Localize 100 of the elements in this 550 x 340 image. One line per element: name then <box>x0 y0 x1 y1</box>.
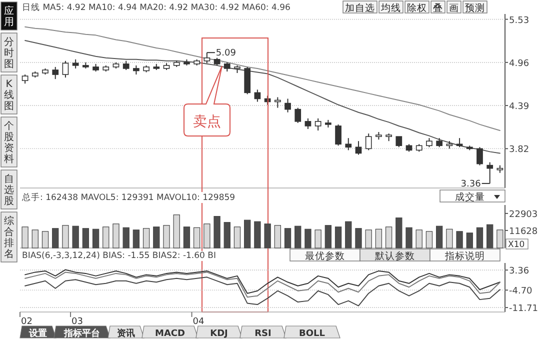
bar <box>72 226 79 248</box>
y-tick-label: -11.71 <box>509 304 538 314</box>
text: 设置 <box>28 328 47 339</box>
bar <box>436 226 443 248</box>
text: BOLL <box>299 329 326 339</box>
candlestick <box>355 140 362 156</box>
bar <box>163 225 170 248</box>
bar <box>345 221 352 248</box>
x-tick-label: 04 <box>192 317 204 327</box>
bar <box>406 227 412 248</box>
candlestick <box>22 74 28 84</box>
candlestick <box>62 60 69 78</box>
text: 最优参数 <box>305 250 345 262</box>
y-tick-label: 4.96 <box>509 58 530 69</box>
annotation: 卖点 <box>193 114 221 130</box>
candlestick <box>122 60 130 70</box>
annotation: 除权 <box>407 2 427 14</box>
bar <box>204 224 210 248</box>
candlestick <box>345 138 352 151</box>
bar <box>284 228 292 248</box>
bar <box>456 231 463 248</box>
y-tick-label: 3.36 <box>509 266 530 277</box>
y-tick-label: 22903 <box>509 210 538 220</box>
candlestick <box>254 89 261 102</box>
bar <box>264 224 271 248</box>
text: MACD <box>155 329 185 339</box>
y-tick-label: 11628 <box>509 226 538 237</box>
bar <box>294 226 302 248</box>
candlestick <box>294 107 302 124</box>
line-series <box>24 269 500 294</box>
annotation: 均线 <box>380 2 401 14</box>
bar <box>193 227 200 248</box>
bar <box>224 222 230 248</box>
bar <box>234 226 241 248</box>
text: 成交量 <box>455 191 485 203</box>
candlestick <box>133 64 140 76</box>
line-series <box>24 26 500 131</box>
bar <box>334 226 342 248</box>
y-tick-label: 4.39 <box>509 102 530 112</box>
candlestick <box>314 118 322 132</box>
y-tick-label: 5.53 <box>509 16 530 26</box>
y-tick-label: -4.70 <box>509 286 533 297</box>
bar <box>62 225 69 248</box>
chart-title: 总手: 162438 MAVOL5: 129391 MAVOL10: 129859 <box>21 192 236 203</box>
text: 个股资料 <box>4 120 14 165</box>
candlestick <box>365 133 372 151</box>
text: 指标说明 <box>444 250 485 262</box>
y-tick-label: 3.82 <box>509 145 530 156</box>
text: K线图 <box>4 79 14 112</box>
candlestick <box>274 96 281 108</box>
bar <box>324 225 332 248</box>
candlestick <box>224 62 230 72</box>
bar <box>274 225 281 248</box>
bar <box>142 228 150 248</box>
bar <box>92 228 100 248</box>
annotation: 叠 <box>433 3 443 14</box>
text: KDJ <box>210 329 228 339</box>
bar <box>82 228 90 248</box>
annotation: 加自选 <box>345 2 375 14</box>
candlestick <box>284 98 291 113</box>
text: 默认参数 <box>374 250 415 262</box>
bar <box>42 231 49 248</box>
candlestick <box>456 138 463 148</box>
x-tick-label: 03 <box>72 317 83 327</box>
bar <box>446 228 453 248</box>
bar <box>304 228 312 248</box>
line-series <box>24 272 500 298</box>
candlestick <box>396 136 402 148</box>
bar <box>254 221 261 248</box>
chart-title: BIAS(6,-3,3,12,24) BIAS: -1.55 BIAS2: -1.60 BI <box>22 251 216 261</box>
bar <box>22 226 28 248</box>
annotation: 预测 <box>465 2 485 14</box>
text: 资讯 <box>117 328 135 339</box>
candlestick <box>476 146 483 166</box>
annotation: 画 <box>449 3 459 14</box>
chart-title: 日线 MA5: 4.92 MA10: 4.94 MA20: 4.92 MA30: 4.92 MA60: 4.96 <box>22 2 290 13</box>
bar <box>112 224 120 248</box>
bar <box>486 224 494 248</box>
text: RSI <box>254 329 272 339</box>
bar <box>183 226 190 248</box>
bar <box>122 227 130 248</box>
candlestick <box>72 58 79 69</box>
bar <box>476 227 484 248</box>
candlestick <box>426 138 432 148</box>
bar <box>466 232 473 248</box>
candlestick <box>52 66 59 80</box>
bar <box>244 220 251 248</box>
line-series <box>24 276 500 306</box>
bar <box>314 230 322 248</box>
bar <box>173 214 180 248</box>
bar <box>32 230 38 248</box>
text: 指标平台 <box>63 328 100 339</box>
bar <box>52 228 59 248</box>
bar <box>153 226 160 248</box>
text: X10 <box>508 240 525 250</box>
text: 分时图 <box>4 36 14 70</box>
candlestick <box>304 118 312 130</box>
text: 综合排名 <box>4 215 14 260</box>
bar <box>496 230 504 248</box>
candlestick <box>335 124 342 146</box>
